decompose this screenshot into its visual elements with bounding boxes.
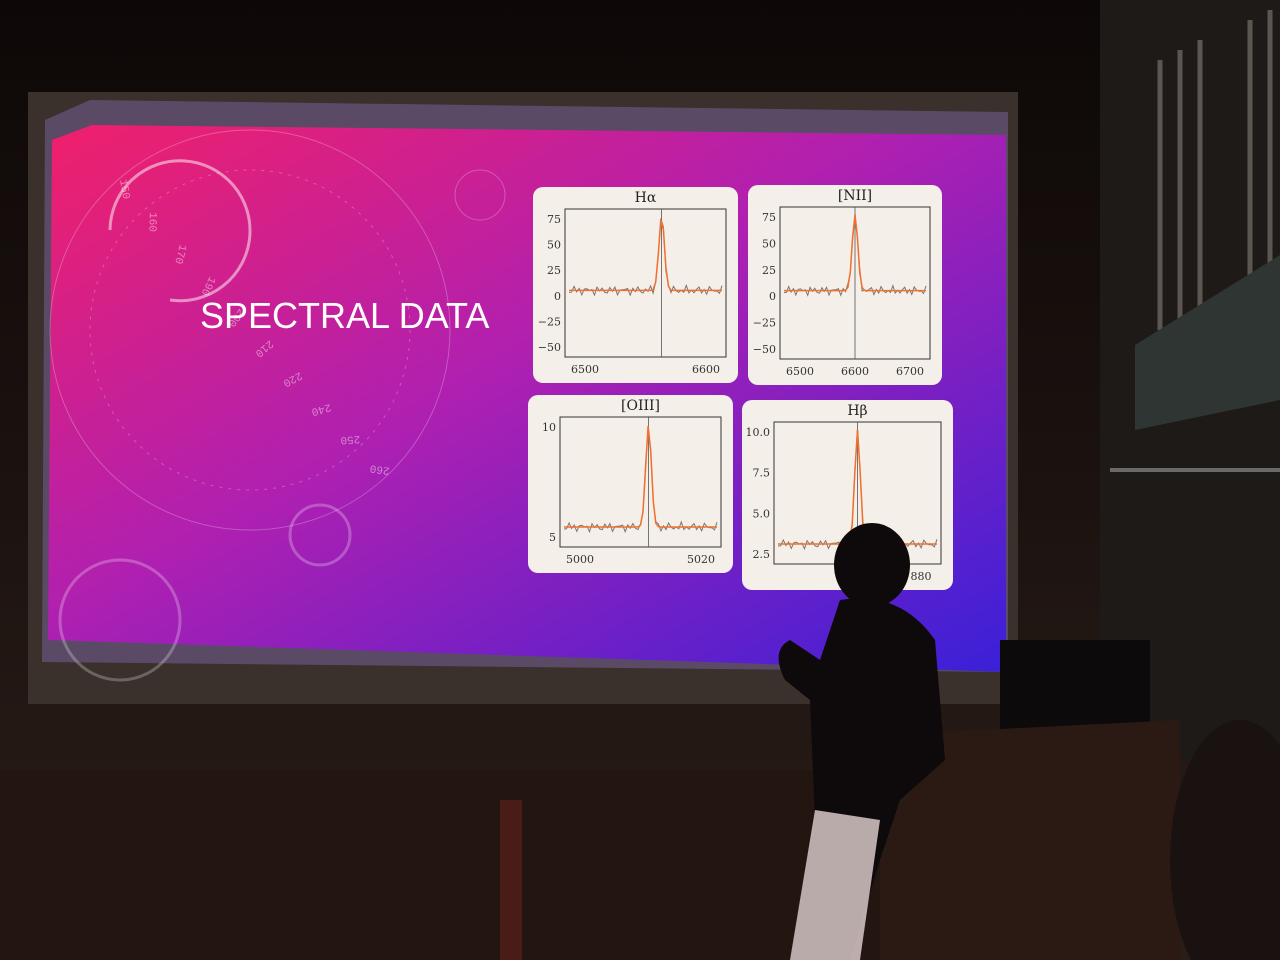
x-tick-label: 5020 bbox=[687, 553, 715, 566]
plot-area bbox=[564, 208, 727, 358]
slide-title: SPECTRAL DATA bbox=[200, 295, 489, 336]
plot-area bbox=[559, 416, 722, 548]
fit bbox=[778, 429, 937, 545]
y-tick-label: 5 bbox=[549, 531, 556, 544]
y-tick-label: −50 bbox=[538, 341, 561, 354]
balcony-rail bbox=[1135, 255, 1280, 430]
y-tick-label: 50 bbox=[547, 239, 561, 252]
decor bbox=[49, 129, 506, 682]
fit bbox=[784, 214, 926, 292]
x-tick-label: 6500 bbox=[786, 365, 814, 378]
dial-label: 150 bbox=[116, 179, 131, 201]
panel: [NII] 75 50 25 0 −25 −50 6500 6600 6700 bbox=[748, 185, 942, 385]
dial-label: 160 bbox=[145, 212, 158, 232]
stage-front bbox=[0, 770, 880, 960]
y-tick-label: 10 bbox=[542, 421, 556, 434]
y-tick-label: 75 bbox=[762, 211, 776, 224]
y-tick-label: 0 bbox=[769, 290, 776, 303]
y-tick-label: 5.0 bbox=[753, 507, 771, 520]
dial-label: 250 bbox=[340, 432, 361, 445]
panel-card bbox=[748, 185, 942, 385]
trousers bbox=[790, 810, 880, 960]
panel-title: Hβ bbox=[847, 403, 867, 419]
lectern bbox=[880, 720, 1180, 960]
balusters bbox=[1157, 10, 1273, 330]
x-tick-label: 880 bbox=[911, 570, 932, 583]
y-tick-label: −25 bbox=[753, 317, 776, 330]
x-tick-label: 6600 bbox=[692, 363, 720, 376]
spectrum bbox=[568, 218, 723, 297]
x-tick-label: 6600 bbox=[841, 365, 869, 378]
spectrum bbox=[783, 213, 927, 297]
audience-head bbox=[1170, 720, 1280, 960]
x-tick-label: 6700 bbox=[896, 365, 924, 378]
y-tick-label: 10.0 bbox=[746, 426, 771, 439]
y-tick-label: 0 bbox=[554, 290, 561, 303]
y-tick-label: 75 bbox=[547, 213, 561, 226]
dial-label: 240 bbox=[310, 400, 332, 417]
panel-card bbox=[533, 187, 738, 383]
x-tick-label: 5000 bbox=[566, 553, 594, 566]
stage-post bbox=[500, 800, 522, 960]
y-tick-label: −25 bbox=[538, 315, 561, 328]
y-tick-label: −50 bbox=[753, 343, 776, 356]
y-tick-label: 50 bbox=[762, 237, 776, 250]
panel-title: [NII] bbox=[838, 188, 872, 204]
fit bbox=[569, 219, 722, 292]
ledge bbox=[1110, 468, 1280, 472]
panel: [OIII] 10 5 5000 5020 bbox=[528, 395, 733, 573]
y-tick-label: 7.5 bbox=[753, 467, 771, 480]
y-tick-label: 2.5 bbox=[753, 548, 771, 561]
x-tick-label: 6500 bbox=[571, 363, 599, 376]
y-tick-label: 25 bbox=[547, 264, 561, 277]
y-tick-label: 25 bbox=[762, 264, 776, 277]
dial-label: 170 bbox=[171, 243, 187, 265]
panel: Hα 75 50 25 0 −25 −50 6500 6600 bbox=[533, 187, 738, 383]
spectrum bbox=[777, 428, 938, 551]
panel-title: [OIII] bbox=[621, 398, 660, 414]
dial-label: 260 bbox=[369, 461, 390, 476]
panel-title: Hα bbox=[635, 190, 657, 206]
panel-card bbox=[528, 395, 733, 573]
fit bbox=[564, 425, 717, 528]
